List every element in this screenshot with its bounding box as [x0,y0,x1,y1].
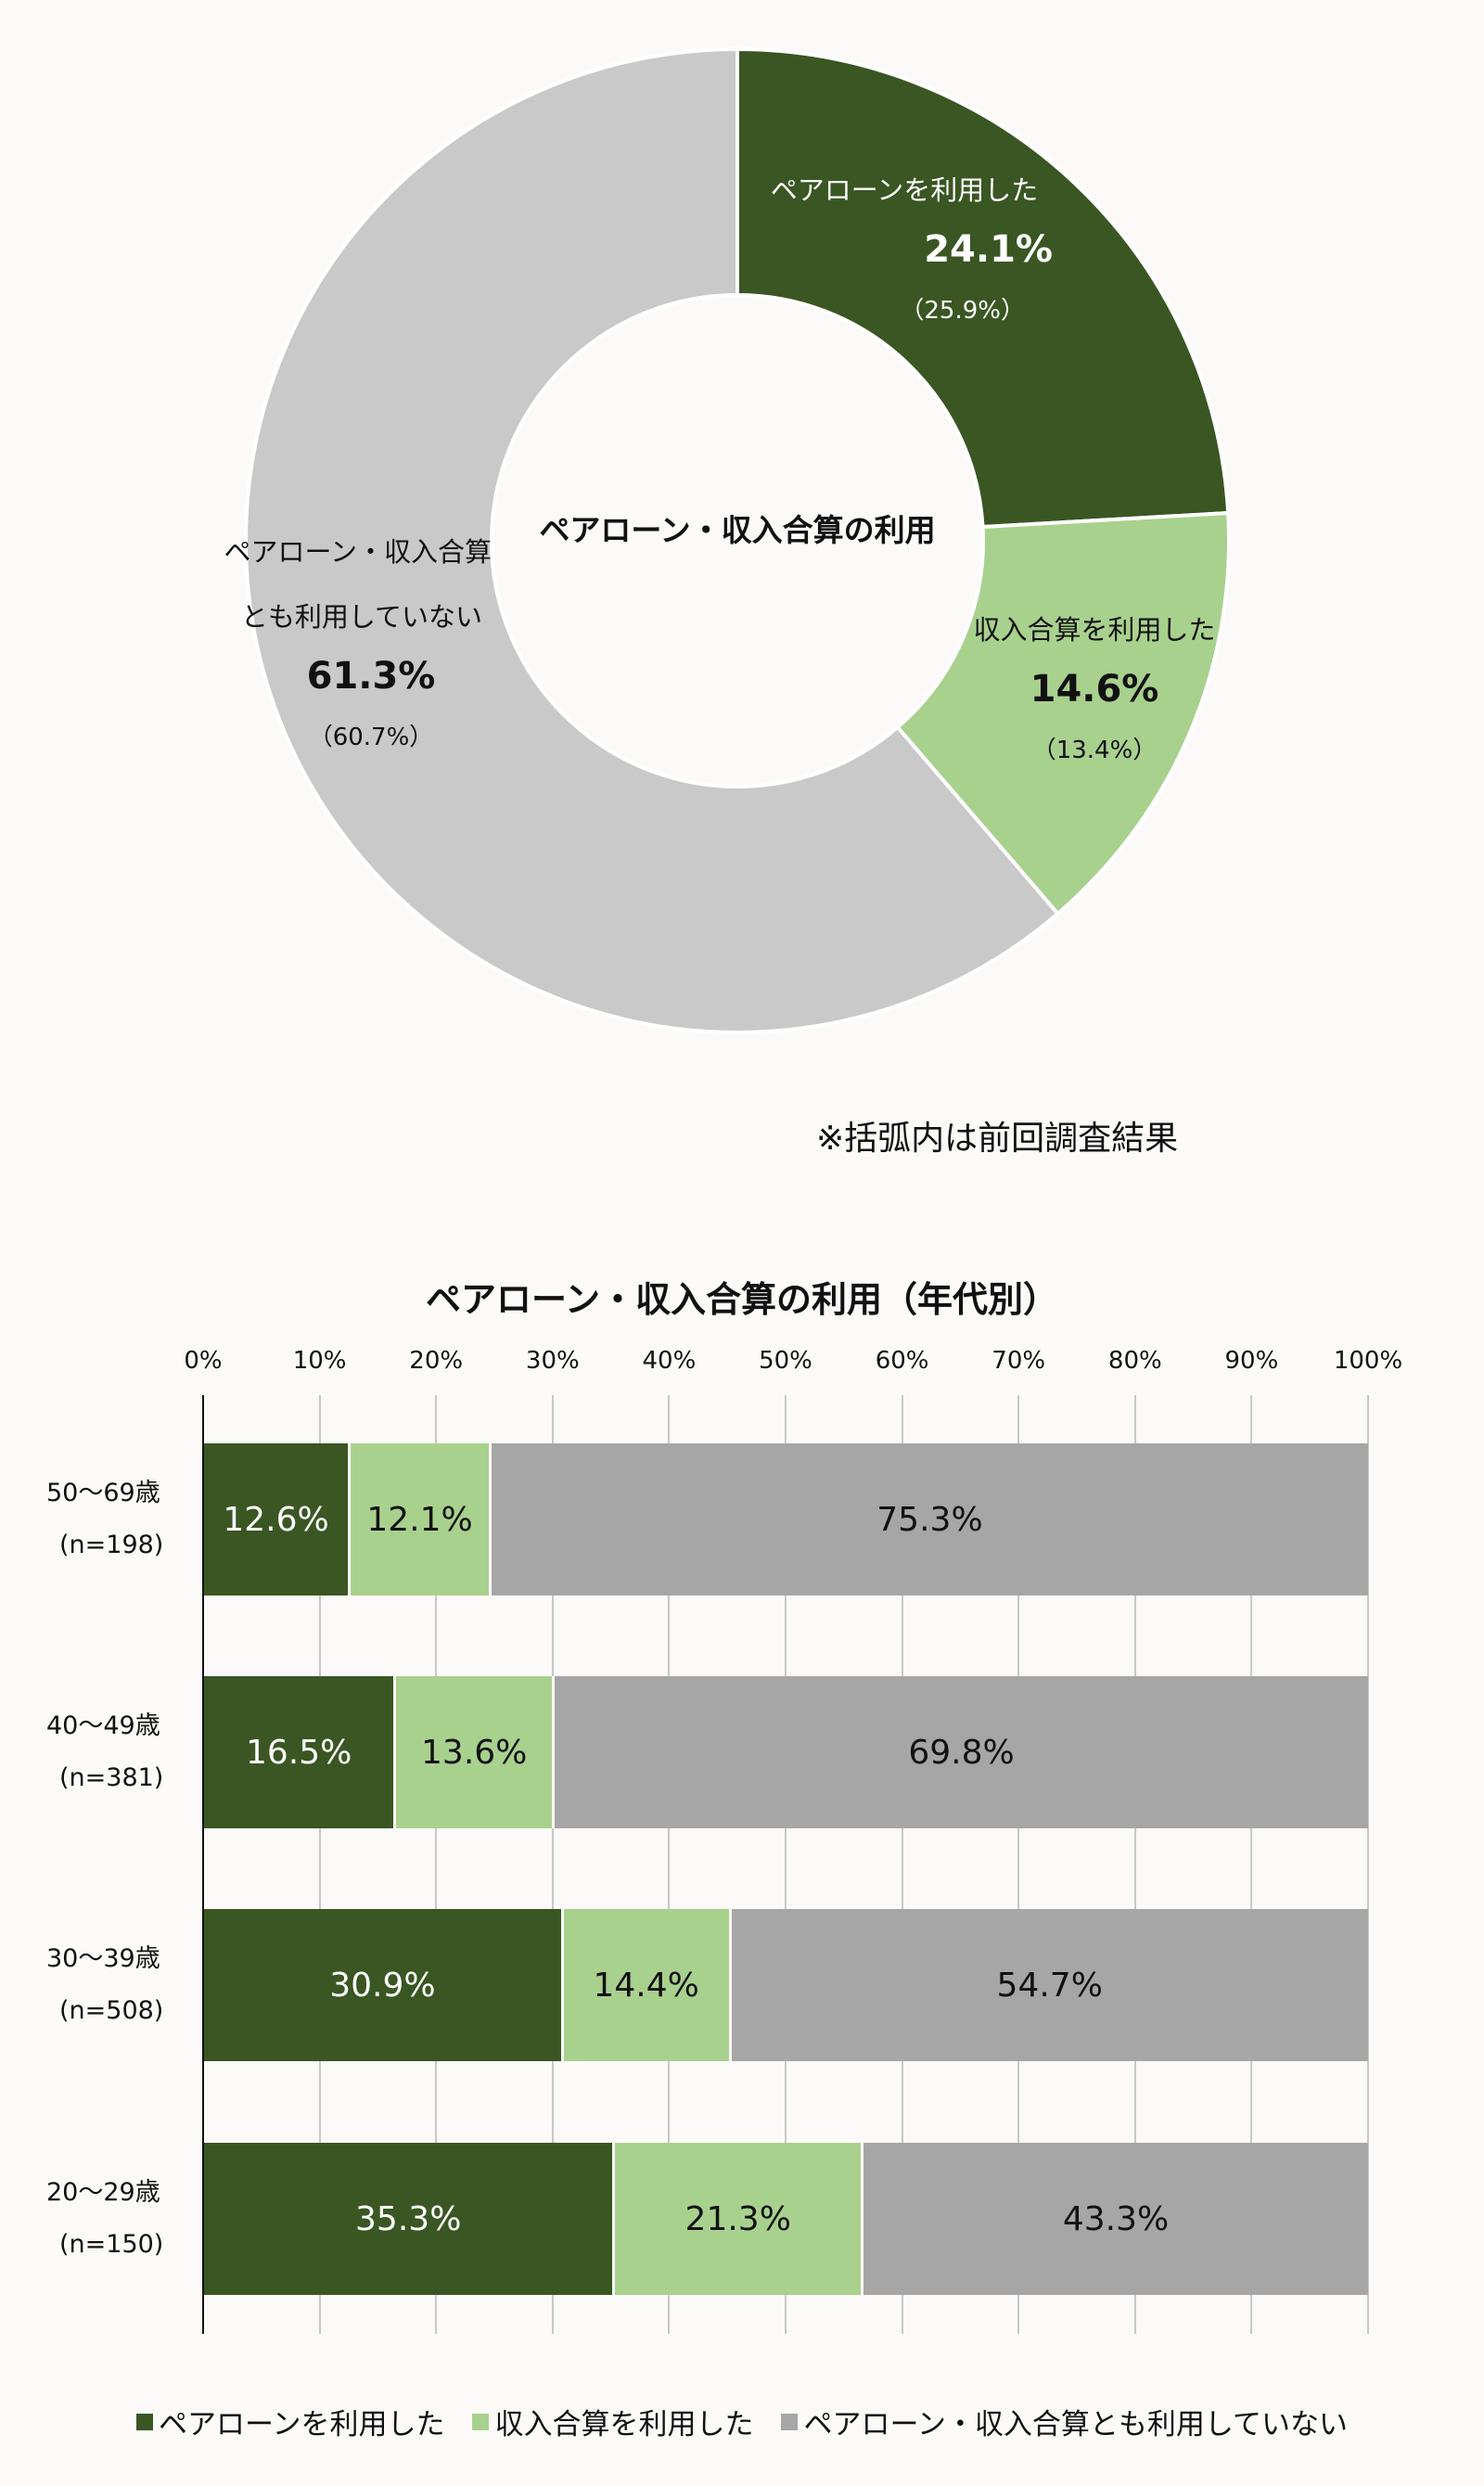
legend-swatch [781,2413,799,2430]
gridline [1250,1395,1253,2334]
x-tick-label: 20% [409,1347,464,1375]
segment-previous: （60.7%） [308,724,434,751]
bar-segment: 13.6% [396,1676,556,1828]
legend-label: 収入合算を利用した [494,2408,754,2441]
gridline [551,1395,554,2334]
stacked-bar: 35.3% 21.3% 43.3% [204,2143,1368,2295]
donut-segment-pair-loan [736,46,1231,530]
bar-segment: 21.3% [615,2143,864,2295]
legend: ペアローンを利用した 収入合算を利用した ペアローン・収入合算とも利用していない [0,2401,1484,2442]
row-label: 50〜69歳 (n=198) [19,1467,204,1571]
gridline [1017,1395,1020,2334]
x-tick-label: 30% [525,1347,580,1375]
bar-segment: 12.1% [351,1443,492,1595]
bar-segment: 16.5% [204,1676,397,1828]
y-axis-line [202,1395,204,2334]
gridline [1133,1395,1136,2334]
donut-segment-neither [244,46,1061,1034]
bar-segment: 14.4% [563,1909,732,2061]
age-group: 50〜69歳 [46,1479,160,1507]
bar-segment: 12.6% [204,1443,352,1595]
gridline [1367,1395,1369,2334]
donut-chart [244,46,1231,1034]
age-group: 30〜39歳 [46,1944,160,1973]
segment-label: 収入合算を利用した [973,614,1216,646]
row-label: 20〜29歳 (n=150) [19,2167,204,2271]
segment-previous: （25.9%） [900,297,1025,325]
bar-chart-title: ペアローン・収入合算の利用（年代別） [425,1279,1059,1320]
legend-item-income-combined: 収入合算を利用した [472,2401,753,2442]
bar-segment: 54.7% [731,1909,1368,2061]
row-label: 30〜39歳 (n=508) [19,1933,204,2037]
legend-item-pair-loan: ペアローンを利用した [136,2401,444,2442]
x-tick-label: 0% [184,1347,223,1375]
bar-segment: 30.9% [204,1909,564,2061]
segment-value: 14.6% [1030,668,1159,711]
bar-segment: 35.3% [204,2143,616,2295]
legend-label: ペアローンを利用した [159,2408,445,2441]
segment-label: ペアローンを利用した [770,174,1039,206]
x-tick-label: 40% [642,1347,697,1375]
stacked-bar: 12.6% 12.1% 75.3% [204,1443,1368,1595]
sample-size: (n=508) [59,1996,164,2025]
x-tick-label: 70% [991,1347,1046,1375]
sample-size: (n=198) [59,1531,164,1559]
age-group: 20〜29歳 [46,2178,160,2207]
gridline [785,1395,787,2334]
gridline [318,1395,321,2334]
legend-swatch [136,2413,153,2430]
x-tick-label: 80% [1107,1347,1162,1375]
donut-label-income-combined: 収入合算を利用した 14.6% （13.4%） [937,609,1252,765]
x-tick-label: 10% [292,1347,347,1375]
x-tick-label: 50% [759,1347,812,1375]
donut-label-neither: ペアローン・収入合算 とも利用していない 61.3% （60.7%） [167,531,492,752]
x-tick-label: 100% [1333,1347,1403,1375]
stacked-bar: 30.9% 14.4% 54.7% [204,1909,1368,2061]
segment-label-line1: ペアローン・収入合算 [224,536,492,568]
sample-size: (n=381) [59,1763,164,1792]
gridline [435,1395,438,2334]
stacked-bar: 16.5% 13.6% 69.8% [204,1676,1368,1828]
x-tick-label: 90% [1224,1347,1279,1375]
segment-previous: （13.4%） [1031,737,1158,764]
segment-value: 61.3% [306,655,436,698]
row-label: 40〜49歳 (n=381) [19,1700,204,1804]
sample-size: (n=150) [59,2230,164,2259]
footnote: ※括弧内は前回調査結果 [816,1120,1179,1158]
segment-value: 24.1% [924,228,1053,271]
bar-segment: 75.3% [491,1443,1368,1595]
gridline [668,1395,671,2334]
gridline [901,1395,903,2334]
legend-swatch [472,2413,490,2430]
bar-segment: 43.3% [864,2143,1368,2295]
donut-segment-income-combined [894,510,1231,916]
legend-label: ペアローン・収入合算とも利用していない [803,2408,1348,2441]
donut-label-pair-loan: ペアローンを利用した 24.1% （25.9%） [742,169,1067,326]
bar-segment: 69.8% [555,1676,1368,1828]
x-tick-label: 60% [875,1347,929,1375]
donut-center-title: ペアローン・収入合算の利用 [539,512,936,548]
segment-label-line2: とも利用していない [240,601,482,633]
legend-item-neither: ペアローン・収入合算とも利用していない [781,2401,1348,2442]
age-group: 40〜49歳 [46,1711,160,1740]
